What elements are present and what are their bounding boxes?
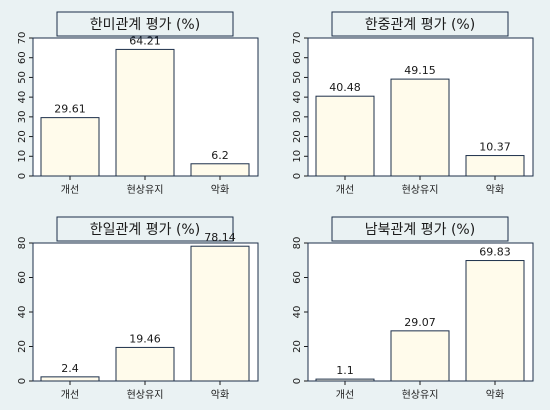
bar-3 [465, 155, 525, 177]
bar-2 [390, 330, 450, 382]
data-label: 10.37 [479, 141, 511, 154]
x-tick-label: 개선 [61, 184, 79, 196]
x-tick-label: 현상유지 [402, 389, 439, 401]
y-tick-label: 80 [292, 237, 303, 250]
x-tick-label: 악화 [211, 389, 229, 401]
y-tick-label: 40 [17, 91, 28, 104]
y-tick-label: 50 [17, 71, 28, 84]
bar-3 [190, 245, 250, 382]
x-tick-label: 개선 [336, 389, 354, 401]
plot-frame [307, 37, 534, 177]
y-tick-label: 20 [292, 340, 303, 353]
y-tick-label: 60 [292, 51, 303, 64]
x-tick-label: 개선 [336, 184, 354, 196]
x-tick-label: 개선 [61, 389, 79, 401]
plot-frame [307, 242, 534, 382]
chart-title-box [56, 216, 234, 242]
y-tick-label: 60 [17, 51, 28, 64]
y-tick-label: 40 [292, 306, 303, 319]
x-tick-label: 현상유지 [127, 389, 164, 401]
data-label: 19.46 [129, 332, 161, 345]
y-tick-label: 10 [17, 150, 28, 163]
bar-1 [315, 95, 375, 177]
y-tick-label: 60 [17, 271, 28, 284]
bar-1 [40, 117, 100, 177]
plot-frame [32, 37, 259, 177]
data-label: 49.15 [404, 64, 436, 77]
data-label: 40.48 [329, 81, 361, 94]
y-tick-label: 0 [292, 378, 303, 384]
bar-3 [465, 260, 525, 382]
x-tick-label: 현상유지 [402, 184, 439, 196]
y-tick-label: 70 [17, 32, 28, 45]
chart-title: 한미관계 평가 (%) [90, 17, 200, 33]
chart-title-box [331, 216, 509, 242]
data-label: 64.21 [129, 34, 161, 47]
y-tick-label: 50 [292, 71, 303, 84]
chart-title: 한일관계 평가 (%) [90, 222, 200, 238]
y-tick-label: 40 [17, 306, 28, 319]
data-label: 1.1 [336, 364, 354, 377]
chart-title: 한중관계 평가 (%) [365, 17, 475, 33]
chart-panel-2: 한중관계 평가 (%) 0 10 20 30 40 50 60 70 40.48 개선 49.15 현상… [292, 11, 534, 196]
chart-title: 남북관계 평가 (%) [365, 222, 475, 238]
x-tick-label: 악화 [486, 184, 504, 196]
data-label: 69.83 [479, 246, 511, 259]
bar-2 [115, 346, 175, 382]
y-tick-label: 0 [17, 378, 28, 384]
plot-frame [32, 242, 259, 382]
y-tick-label: 60 [292, 271, 303, 284]
x-tick-label: 현상유지 [127, 184, 164, 196]
y-tick-label: 0 [17, 173, 28, 179]
y-tick-label: 10 [292, 150, 303, 163]
bar-3 [190, 163, 250, 177]
y-tick-label: 30 [292, 110, 303, 123]
data-label: 78.14 [204, 231, 236, 244]
bar-2 [390, 78, 450, 177]
y-tick-label: 80 [17, 237, 28, 250]
data-label: 2.4 [61, 362, 79, 375]
y-tick-label: 20 [17, 130, 28, 143]
y-tick-label: 40 [292, 91, 303, 104]
chart-title-box [56, 11, 234, 37]
chart-panel-1: 한미관계 평가 (%) 0 10 20 30 40 50 60 70 29.61 개선 64.21 현상… [17, 11, 259, 196]
y-tick-label: 30 [17, 110, 28, 123]
chart-panel-3: 한일관계 평가 (%) 0 20 40 60 80 2.4 개선 19.46 현상유지 78.14 악… [17, 216, 259, 401]
y-tick-label: 20 [17, 340, 28, 353]
y-tick-label: 70 [292, 32, 303, 45]
x-tick-label: 악화 [211, 184, 229, 196]
y-tick-label: 0 [292, 173, 303, 179]
chart-panel-4: 남북관계 평가 (%) 0 20 40 60 80 1.1 개선 29.07 현상유지 69.83 악… [292, 216, 534, 401]
data-label: 29.61 [54, 103, 86, 116]
x-tick-label: 악화 [486, 389, 504, 401]
bar-2 [115, 48, 175, 177]
y-tick-label: 20 [292, 130, 303, 143]
bar-1 [40, 376, 100, 382]
chart-title-box [331, 11, 509, 37]
data-label: 6.2 [211, 149, 229, 162]
data-label: 29.07 [404, 316, 436, 329]
